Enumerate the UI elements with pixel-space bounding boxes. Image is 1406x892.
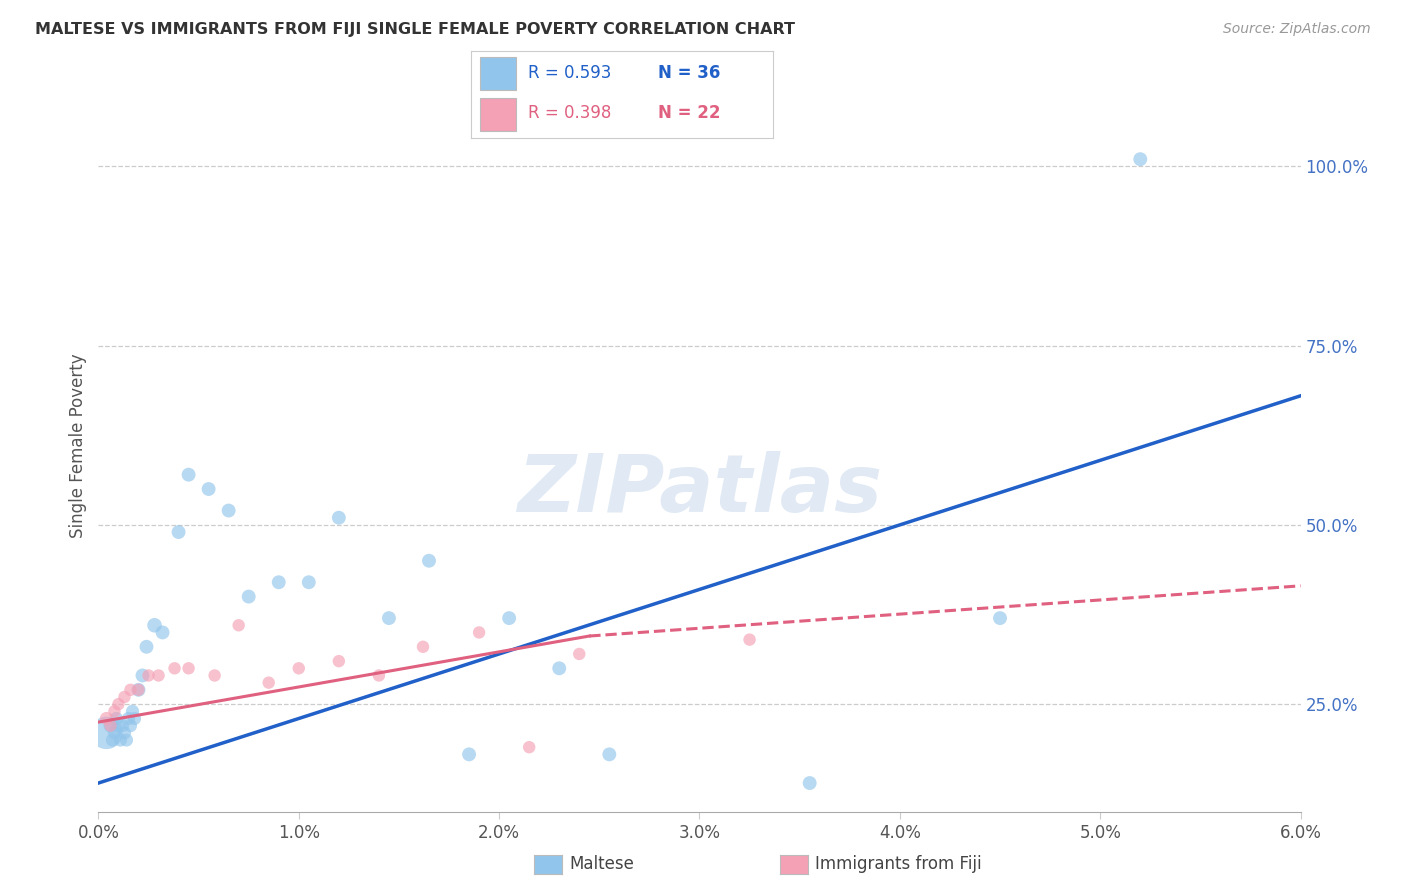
- Point: [111, 719, 134, 733]
- Point: [96, 711, 118, 725]
- Y-axis label: Single Female Poverty: Single Female Poverty: [69, 354, 87, 538]
- Point: [412, 640, 434, 654]
- Point: [117, 711, 139, 725]
- Point: [548, 661, 571, 675]
- Point: [228, 618, 250, 632]
- Point: [197, 482, 219, 496]
- Point: [328, 654, 350, 668]
- Text: Maltese: Maltese: [569, 855, 634, 873]
- Point: [103, 704, 125, 718]
- Point: [1129, 152, 1152, 166]
- Point: [218, 503, 240, 517]
- Point: [100, 719, 122, 733]
- Point: [418, 554, 440, 568]
- Point: [167, 524, 190, 539]
- Point: [257, 675, 280, 690]
- Point: [96, 726, 118, 740]
- Point: [128, 682, 150, 697]
- Point: [468, 625, 491, 640]
- Point: [152, 625, 174, 640]
- Text: Source: ZipAtlas.com: Source: ZipAtlas.com: [1223, 22, 1371, 37]
- Point: [328, 510, 350, 524]
- Point: [799, 776, 821, 790]
- Point: [110, 733, 132, 747]
- Point: [107, 719, 129, 733]
- Point: [114, 726, 136, 740]
- Text: ZIPatlas: ZIPatlas: [517, 450, 882, 529]
- Point: [103, 726, 125, 740]
- Point: [115, 733, 138, 747]
- Point: [738, 632, 761, 647]
- Point: [267, 575, 290, 590]
- Bar: [479, 98, 516, 131]
- Point: [204, 668, 226, 682]
- Text: R = 0.398: R = 0.398: [529, 103, 612, 122]
- Point: [988, 611, 1011, 625]
- Point: [378, 611, 401, 625]
- Point: [163, 661, 186, 675]
- Point: [287, 661, 309, 675]
- Point: [177, 661, 200, 675]
- Point: [568, 647, 591, 661]
- Point: [298, 575, 321, 590]
- Point: [498, 611, 520, 625]
- Point: [135, 640, 157, 654]
- Point: [517, 740, 540, 755]
- Point: [105, 711, 128, 725]
- Point: [101, 733, 124, 747]
- Bar: [479, 57, 516, 90]
- Point: [367, 668, 389, 682]
- Point: [177, 467, 200, 482]
- Text: R = 0.593: R = 0.593: [529, 64, 612, 82]
- Point: [598, 747, 620, 762]
- Point: [120, 719, 142, 733]
- Point: [124, 711, 146, 725]
- Point: [238, 590, 260, 604]
- Point: [138, 668, 160, 682]
- Point: [131, 668, 153, 682]
- Point: [121, 704, 143, 718]
- Text: MALTESE VS IMMIGRANTS FROM FIJI SINGLE FEMALE POVERTY CORRELATION CHART: MALTESE VS IMMIGRANTS FROM FIJI SINGLE F…: [35, 22, 796, 37]
- Point: [143, 618, 166, 632]
- Text: Immigrants from Fiji: Immigrants from Fiji: [815, 855, 983, 873]
- Text: N = 36: N = 36: [658, 64, 721, 82]
- Point: [100, 719, 122, 733]
- Point: [107, 697, 129, 711]
- Point: [114, 690, 136, 704]
- Text: N = 22: N = 22: [658, 103, 721, 122]
- Point: [148, 668, 170, 682]
- Point: [128, 682, 150, 697]
- Point: [458, 747, 481, 762]
- Point: [120, 682, 142, 697]
